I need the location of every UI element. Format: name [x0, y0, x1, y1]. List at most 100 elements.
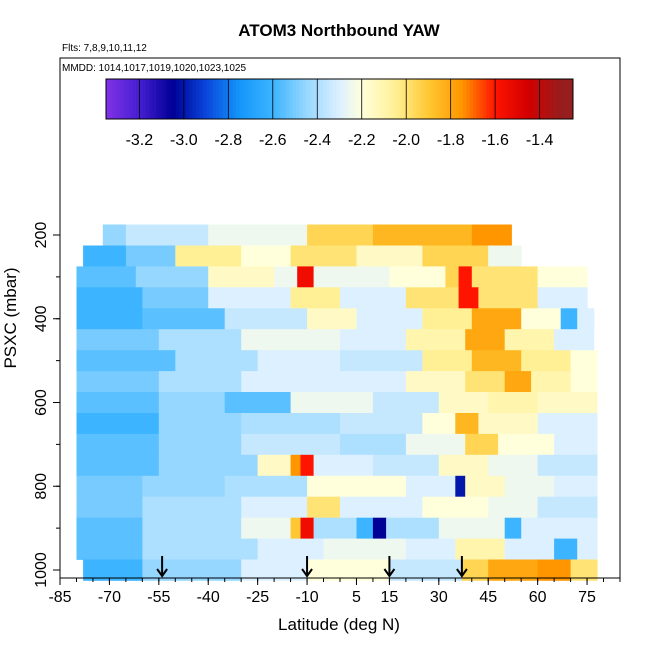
heatmap-cell — [340, 496, 423, 518]
heatmap-cell — [422, 350, 473, 372]
colorbar-tick-label: -2.6 — [259, 132, 287, 149]
heatmap-cell — [340, 329, 407, 351]
heatmap-cell — [445, 266, 460, 288]
colorbar-swatch — [539, 79, 544, 119]
colorbar-swatch — [562, 79, 567, 119]
heatmap-cell — [554, 475, 598, 498]
x-tick-label: 60 — [529, 589, 547, 606]
heatmap-cell — [307, 224, 374, 246]
heatmap-cell — [560, 308, 578, 330]
heatmap-cell — [537, 287, 588, 309]
heatmap-cell — [405, 475, 456, 498]
heatmap-cell — [274, 266, 298, 288]
heatmap-cell — [478, 413, 539, 435]
colorbar-swatch — [169, 79, 174, 119]
colorbar-swatch — [452, 79, 457, 119]
colorbar-swatch — [236, 79, 240, 119]
colorbar-swatch — [502, 79, 507, 119]
colorbar-swatch — [399, 79, 404, 119]
colorbar-swatch — [246, 79, 250, 119]
colorbar-swatch — [489, 79, 494, 119]
heatmap-cell — [458, 287, 479, 309]
colorbar-swatch — [369, 79, 374, 119]
heatmap-cell — [537, 266, 588, 288]
colorbar-swatch — [262, 79, 267, 119]
colorbar-swatch — [422, 79, 427, 119]
heatmap-cell — [290, 245, 358, 267]
colorbar-swatch — [372, 79, 377, 119]
heatmap-cell — [471, 350, 522, 372]
x-tick-label: 75 — [578, 589, 596, 606]
heatmap-cell — [498, 433, 555, 456]
heatmap-cell — [405, 329, 466, 351]
colorbar-swatch — [109, 79, 114, 119]
colorbar-swatch — [232, 79, 237, 119]
heatmap-cell — [372, 224, 473, 246]
colorbar: -3.2 -3.0 -2.8 -2.6 -2.4 -2.2 -2.0 -1.8 -1.6 -1.4 — [105, 78, 574, 149]
colorbar-swatch — [522, 79, 527, 119]
colorbar-swatch — [472, 79, 477, 119]
heatmap-cell — [465, 433, 499, 456]
colorbar-swatch — [516, 79, 521, 119]
colorbar-swatch — [256, 79, 260, 119]
colorbar-swatch — [416, 79, 421, 119]
heatmap-cell — [158, 413, 242, 435]
heatmap-cell — [76, 538, 143, 560]
heatmap-cell — [422, 496, 489, 518]
colorbar-swatch — [176, 79, 180, 119]
colorbar-swatch — [212, 79, 217, 119]
colorbar-swatch — [132, 79, 137, 119]
heatmap-cell — [537, 496, 598, 518]
colorbar-swatch — [532, 79, 537, 119]
heatmap-cell — [461, 559, 489, 581]
heatmap-cell — [537, 559, 572, 581]
colorbar-swatch — [202, 79, 207, 119]
colorbar-swatch — [406, 79, 411, 119]
heatmap-cell — [241, 371, 341, 393]
colorbar-swatch — [329, 79, 334, 119]
heatmap-cells — [76, 224, 598, 581]
heatmap-cell — [290, 287, 341, 309]
y-tick-label: 400 — [33, 305, 50, 332]
colorbar-swatch — [319, 79, 324, 119]
colorbar-swatch — [189, 79, 194, 119]
colorbar-swatch — [386, 79, 391, 119]
colorbar-swatch — [339, 79, 344, 119]
heatmap-cell — [76, 433, 160, 456]
y-tick-label: 1000 — [33, 552, 50, 588]
colorbar-swatch — [222, 79, 227, 119]
heatmap-cell — [465, 371, 506, 393]
heatmap-cell — [290, 454, 302, 477]
heatmap-cell — [570, 559, 598, 581]
heatmap-cell — [465, 329, 506, 351]
colorbar-swatch — [566, 79, 571, 119]
heatmap-cell — [175, 350, 259, 372]
colorbar-tick-label: -2.4 — [303, 132, 331, 149]
colorbar-tick-label: -1.8 — [437, 132, 465, 149]
y-axis: 200 400 600 800 1000 — [33, 222, 60, 588]
heatmap-cell — [76, 475, 143, 498]
latitude-arrow-head — [301, 568, 313, 578]
heatmap-cell — [323, 538, 407, 560]
heatmap-cell — [290, 392, 374, 414]
colorbar-swatch — [552, 79, 557, 119]
heatmap-cell — [297, 266, 315, 288]
colorbar-swatch — [136, 79, 140, 119]
colorbar-swatch — [139, 79, 144, 119]
heatmap-cell — [300, 454, 315, 477]
colorbar-swatch — [299, 79, 304, 119]
heatmap-cell — [158, 371, 242, 393]
colorbar-swatch — [352, 79, 357, 119]
colorbar-swatch — [306, 79, 310, 119]
colorbar-swatch — [126, 79, 130, 119]
colorbar-tick-label: -1.6 — [481, 132, 509, 149]
colorbar-swatch — [152, 79, 157, 119]
heatmap-cell — [356, 245, 423, 267]
heatmap-cell — [488, 392, 539, 414]
colorbar-swatch — [559, 79, 564, 119]
colorbar-swatch — [356, 79, 361, 119]
flights-subtitle: Flts: 7,8,9,10,11,12 — [62, 43, 147, 54]
y-tick-label: 200 — [33, 222, 50, 249]
colorbar-tick-label: -3.0 — [170, 132, 198, 149]
x-tick-label: -10 — [295, 589, 318, 606]
